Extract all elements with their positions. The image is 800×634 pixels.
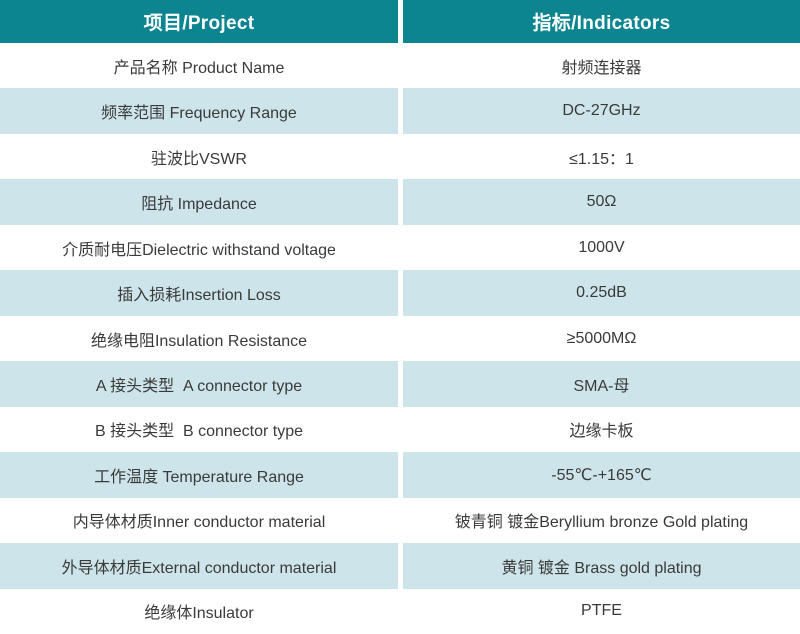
row-temperature-range: 工作温度 Temperature Range -55℃-+165℃ bbox=[0, 452, 800, 498]
column-divider bbox=[398, 315, 403, 362]
column-divider bbox=[398, 588, 403, 634]
row-insulation-resistance: 绝缘电阻Insulation Resistance ≥5000MΩ bbox=[0, 315, 800, 362]
header-cell-project: 项目/Project bbox=[0, 0, 398, 43]
row-inner-conductor-material: 内导体材质Inner conductor material 铍青铜 镀金Bery… bbox=[0, 497, 800, 544]
row-label: 驻波比VSWR bbox=[0, 133, 398, 180]
column-divider bbox=[398, 133, 403, 180]
row-label: A 接头类型 A connector type bbox=[0, 361, 398, 407]
column-divider bbox=[398, 88, 403, 134]
row-value: ≥5000MΩ bbox=[403, 315, 800, 362]
column-divider bbox=[398, 497, 403, 544]
row-value: 铍青铜 镀金Beryllium bronze Gold plating bbox=[403, 497, 800, 544]
row-value: 边缘卡板 bbox=[403, 406, 800, 453]
row-label: 插入损耗Insertion Loss bbox=[0, 270, 398, 316]
row-label: 外导体材质External conductor material bbox=[0, 543, 398, 589]
column-divider bbox=[398, 0, 403, 43]
row-insulator: 绝缘体Insulator PTFE bbox=[0, 588, 800, 634]
row-value: 黄铜 镀金 Brass gold plating bbox=[403, 543, 800, 589]
row-label: 阻抗 Impedance bbox=[0, 179, 398, 225]
column-divider bbox=[398, 406, 403, 453]
row-label: 介质耐电压Dielectric withstand voltage bbox=[0, 224, 398, 271]
row-vswr: 驻波比VSWR ≤1.15：1 bbox=[0, 133, 800, 180]
row-value: PTFE bbox=[403, 588, 800, 634]
row-impedance: 阻抗 Impedance 50Ω bbox=[0, 179, 800, 225]
row-value: 0.25dB bbox=[403, 270, 800, 316]
row-value: -55℃-+165℃ bbox=[403, 452, 800, 498]
row-label: 绝缘体Insulator bbox=[0, 588, 398, 634]
row-insertion-loss: 插入损耗Insertion Loss 0.25dB bbox=[0, 270, 800, 316]
row-label: 绝缘电阻Insulation Resistance bbox=[0, 315, 398, 362]
column-divider bbox=[398, 452, 403, 498]
row-b-connector-type: B 接头类型 B connector type 边缘卡板 bbox=[0, 406, 800, 453]
column-divider bbox=[398, 270, 403, 316]
row-label: 频率范围 Frequency Range bbox=[0, 88, 398, 134]
row-value: ≤1.15：1 bbox=[403, 133, 800, 180]
row-frequency-range: 频率范围 Frequency Range DC-27GHz bbox=[0, 88, 800, 134]
row-external-conductor-material: 外导体材质External conductor material 黄铜 镀金 B… bbox=[0, 543, 800, 589]
column-divider bbox=[398, 361, 403, 407]
column-divider bbox=[398, 179, 403, 225]
row-value: 射频连接器 bbox=[403, 43, 800, 89]
column-divider bbox=[398, 543, 403, 589]
header-cell-indicators: 指标/Indicators bbox=[403, 0, 800, 43]
row-a-connector-type: A 接头类型 A connector type SMA-母 bbox=[0, 361, 800, 407]
row-product-name: 产品名称 Product Name 射频连接器 bbox=[0, 43, 800, 89]
row-label: 产品名称 Product Name bbox=[0, 43, 398, 89]
row-label: 工作温度 Temperature Range bbox=[0, 452, 398, 498]
column-divider bbox=[398, 224, 403, 271]
row-value: 50Ω bbox=[403, 179, 800, 225]
row-value: 1000V bbox=[403, 224, 800, 271]
row-dielectric-withstand-voltage: 介质耐电压Dielectric withstand voltage 1000V bbox=[0, 224, 800, 271]
row-label: B 接头类型 B connector type bbox=[0, 406, 398, 453]
row-label: 内导体材质Inner conductor material bbox=[0, 497, 398, 544]
row-value: SMA-母 bbox=[403, 361, 800, 407]
table-header-row: 项目/Project 指标/Indicators bbox=[0, 0, 800, 43]
row-value: DC-27GHz bbox=[403, 88, 800, 134]
column-divider bbox=[398, 43, 403, 89]
